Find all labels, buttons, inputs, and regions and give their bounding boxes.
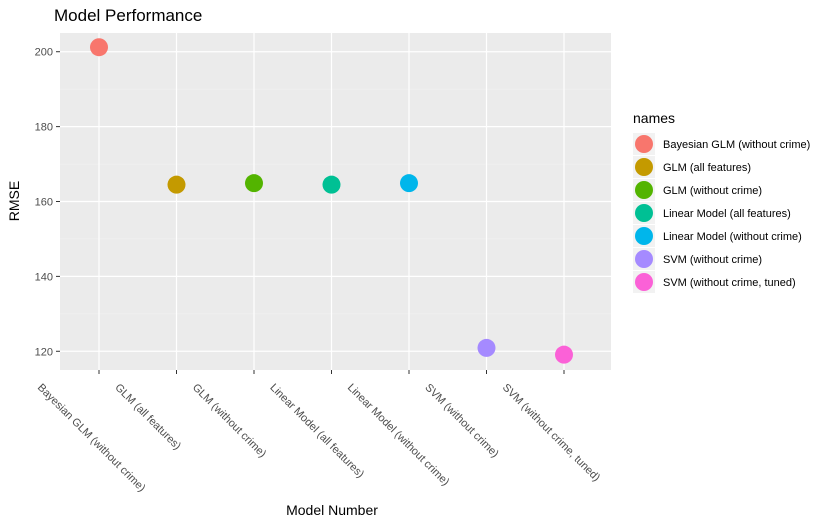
data-point <box>245 174 263 193</box>
legend-key <box>635 250 653 268</box>
data-points <box>90 38 573 364</box>
legend-label: Bayesian GLM (without crime) <box>663 139 810 151</box>
data-point <box>167 175 186 194</box>
legend-key <box>635 273 653 291</box>
legend-label: SVM (without crime, tuned) <box>663 277 796 289</box>
legend-key <box>635 181 653 199</box>
y-tick-label: 140 <box>35 271 53 283</box>
legend: names Bayesian GLM (without crime) GLM (a… <box>633 110 810 293</box>
legend-label: GLM (all features) <box>663 162 751 174</box>
y-tick-label: 160 <box>35 197 53 209</box>
data-point <box>555 345 573 364</box>
legend-label: Linear Model (all features) <box>663 208 791 220</box>
y-axis: 120 140 160 180 200 <box>35 47 60 358</box>
data-point <box>322 175 341 194</box>
grid-major <box>60 33 611 370</box>
legend-title: names <box>633 110 675 126</box>
legend-label: SVM (without crime) <box>663 254 762 266</box>
x-tick-label: SVM (without crime, tuned) <box>500 382 602 484</box>
legend-key <box>635 204 653 222</box>
x-tick-label: GLM (without crime) <box>190 382 269 461</box>
chart-title: Model Performance <box>54 6 202 25</box>
y-tick-label: 120 <box>35 346 53 358</box>
y-axis-title: RMSE <box>6 181 22 221</box>
x-tick-label: GLM (all features) <box>112 382 183 453</box>
legend-key <box>635 158 653 176</box>
data-point <box>477 338 496 357</box>
y-tick-label: 200 <box>35 47 53 59</box>
legend-label: GLM (without crime) <box>663 185 762 197</box>
data-point <box>90 38 108 57</box>
legend-key <box>635 135 653 153</box>
x-axis-title: Model Number <box>286 502 378 518</box>
y-tick-label: 180 <box>35 122 53 134</box>
legend-label: Linear Model (without crime) <box>663 231 802 243</box>
x-tick-label: SVM (without crime) <box>422 382 501 461</box>
legend-key <box>635 227 653 245</box>
data-point <box>400 174 418 193</box>
grid-minor <box>60 88 611 315</box>
x-axis: Bayesian GLM (without crime)GLM (all fea… <box>35 370 602 494</box>
